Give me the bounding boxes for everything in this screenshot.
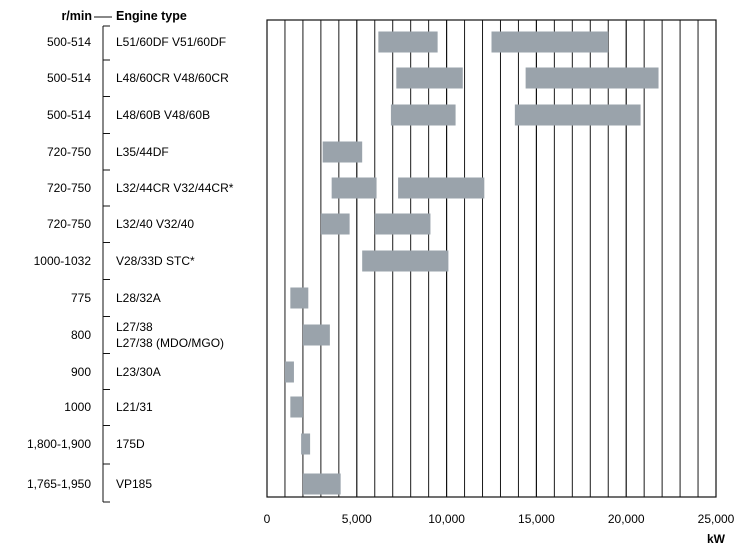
engine-type-label: L35/44DF bbox=[116, 145, 169, 159]
range-bar bbox=[331, 177, 377, 199]
range-bar bbox=[284, 361, 294, 383]
range-bar bbox=[491, 31, 609, 53]
range-bar bbox=[301, 433, 311, 455]
x-tick-label: 0 bbox=[264, 512, 271, 526]
rpm-label: 720-750 bbox=[47, 181, 91, 195]
engine-column-header: Engine type bbox=[116, 9, 187, 23]
x-tick-label: 25,000 bbox=[698, 512, 735, 526]
engine-type-label: L23/30A bbox=[116, 365, 161, 379]
rpm-label: 1,765-1,950 bbox=[27, 477, 91, 491]
rpm-label: 500-514 bbox=[47, 71, 91, 85]
x-tick-label: 5,000 bbox=[342, 512, 372, 526]
rpm-label: 800 bbox=[71, 328, 91, 342]
engine-type-label: L32/44CR V32/44CR* bbox=[116, 181, 234, 195]
rpm-label: 1000 bbox=[64, 400, 91, 414]
range-bar bbox=[362, 250, 449, 272]
engine-type-label: L32/40 V32/40 bbox=[116, 217, 194, 231]
x-tick-label: 15,000 bbox=[518, 512, 555, 526]
engine-type-label: VP185 bbox=[116, 477, 152, 491]
range-bar bbox=[396, 67, 463, 89]
range-bar bbox=[525, 67, 659, 89]
range-bar bbox=[378, 31, 438, 53]
engine-type-label: V28/33D STC* bbox=[116, 254, 195, 268]
rpm-column-header: r/min bbox=[61, 9, 92, 23]
range-bar bbox=[322, 141, 363, 163]
x-tick-label: 20,000 bbox=[608, 512, 645, 526]
rpm-label: 900 bbox=[71, 365, 91, 379]
engine-type-label: L51/60DF V51/60DF bbox=[116, 35, 226, 49]
range-bar bbox=[398, 177, 485, 199]
range-bar bbox=[320, 213, 350, 235]
range-bar bbox=[390, 104, 456, 126]
rpm-label: 720-750 bbox=[47, 145, 91, 159]
range-bar bbox=[290, 287, 309, 309]
rpm-label: 500-514 bbox=[47, 108, 91, 122]
rpm-label: 1,800-1,900 bbox=[27, 437, 91, 451]
range-bar bbox=[374, 213, 431, 235]
engine-type-label: L27/38 bbox=[116, 320, 153, 334]
engine-type-label: 175D bbox=[116, 437, 145, 451]
rpm-label: 500-514 bbox=[47, 35, 91, 49]
x-tick-labels: 0 5,000 10,000 15,000 20,000 25,000 bbox=[264, 512, 735, 526]
engine-type-label: L28/32A bbox=[116, 291, 161, 305]
engine-type-label: L48/60B V48/60B bbox=[116, 108, 210, 122]
plot-frame bbox=[266, 19, 717, 498]
x-axis-unit: kW bbox=[707, 532, 726, 546]
rpm-label: 720-750 bbox=[47, 217, 91, 231]
engine-type-label: L27/38 (MDO/MGO) bbox=[116, 336, 224, 350]
row-labels: 500-514 L51/60DF V51/60DF 500-514 L48/60CR … bbox=[27, 25, 234, 503]
x-tick-label: 10,000 bbox=[428, 512, 465, 526]
rpm-label: 775 bbox=[71, 291, 91, 305]
rpm-label: 1000-1032 bbox=[34, 254, 92, 268]
range-bar bbox=[290, 396, 303, 418]
engine-type-label: L48/60CR V48/60CR bbox=[116, 71, 229, 85]
range-bar bbox=[302, 473, 341, 495]
range-bar bbox=[514, 104, 641, 126]
engine-type-label: L21/31 bbox=[116, 400, 153, 414]
range-bar bbox=[302, 324, 330, 346]
bars bbox=[284, 31, 659, 495]
grid bbox=[284, 20, 699, 497]
